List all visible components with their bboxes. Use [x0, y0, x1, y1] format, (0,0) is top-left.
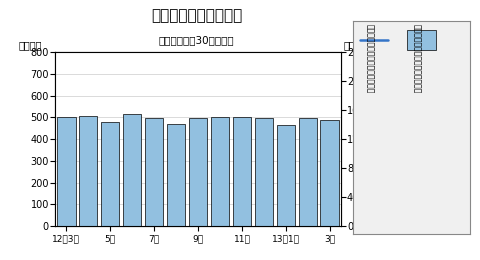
Bar — [407, 30, 436, 50]
Bar — [321, 120, 339, 226]
Bar — [57, 117, 75, 226]
Bar — [79, 116, 97, 226]
Bar — [299, 118, 317, 226]
Bar — [189, 118, 207, 226]
Bar — [254, 118, 273, 226]
Text: （千円）: （千円） — [18, 40, 42, 50]
Text: 賃金と労働時間の推移: 賃金と労働時間の推移 — [151, 8, 242, 23]
Text: 常用労働者１人平均現金給与総額: 常用労働者１人平均現金給与総額 — [412, 24, 421, 94]
Bar — [167, 124, 185, 226]
Bar — [101, 122, 120, 226]
Bar — [233, 117, 251, 226]
Bar — [123, 114, 142, 226]
Text: （事業所規樨30人以上）: （事業所規樨30人以上） — [159, 35, 235, 45]
Bar — [145, 118, 163, 226]
Text: 常用労働者１人平均総実労働時間: 常用労働者１人平均総実労働時間 — [365, 24, 374, 94]
Bar — [211, 117, 229, 226]
Bar — [276, 125, 295, 226]
Text: （時間）: （時間） — [344, 40, 367, 50]
